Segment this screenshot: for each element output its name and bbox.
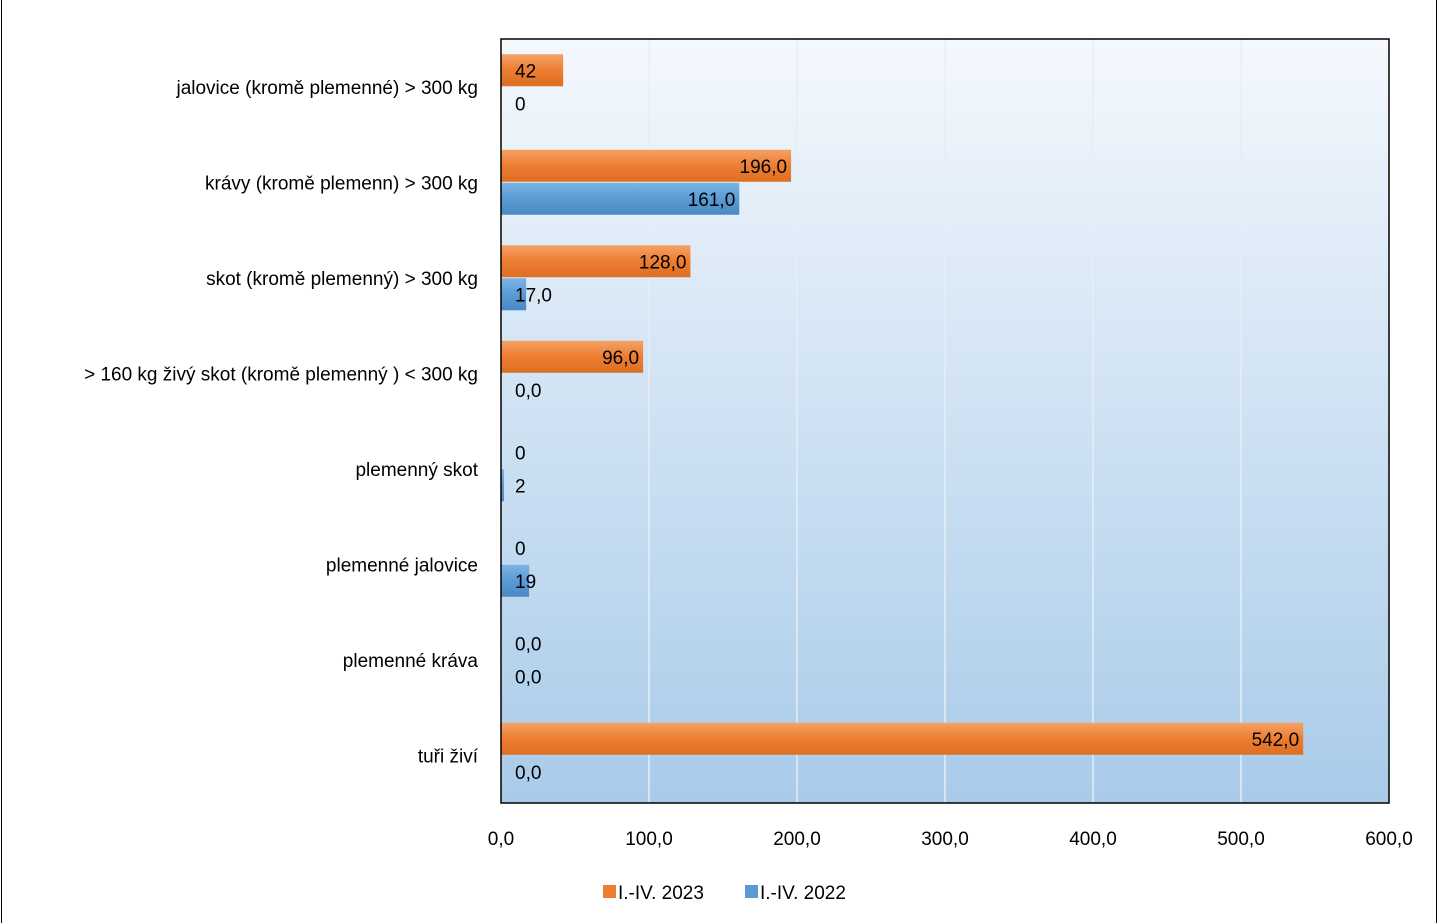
plot-border bbox=[500, 38, 1390, 804]
x-tick-label: 400,0 bbox=[1069, 829, 1117, 850]
data-label: 0 bbox=[515, 94, 526, 115]
data-label: 19 bbox=[515, 572, 536, 593]
category-label: jalovice (kromě plemenné) > 300 kg bbox=[175, 78, 478, 99]
category-labels: jalovice (kromě plemenné) > 300 kg krávy … bbox=[84, 78, 479, 768]
data-label: 196,0 bbox=[740, 157, 788, 178]
legend-label: I.-IV. 2022 bbox=[760, 883, 846, 904]
bar-2023 bbox=[501, 245, 691, 278]
bar-2023 bbox=[501, 149, 792, 182]
data-label: 42 bbox=[515, 61, 536, 82]
x-tick-label: 300,0 bbox=[921, 829, 969, 850]
x-tick-label: 0,0 bbox=[488, 829, 514, 850]
data-label: 0,0 bbox=[515, 381, 541, 402]
data-label: 17,0 bbox=[515, 285, 552, 306]
data-label: 0 bbox=[515, 539, 526, 560]
legend: I.-IV. 2023 I.-IV. 2022 bbox=[603, 883, 846, 904]
data-label: 161,0 bbox=[688, 190, 736, 211]
category-label: plemenné kráva bbox=[343, 651, 479, 672]
category-label: plemenný skot bbox=[355, 460, 478, 481]
legend-swatch bbox=[603, 885, 616, 898]
data-label: 2 bbox=[515, 476, 526, 497]
bar-2022 bbox=[501, 182, 740, 215]
bars bbox=[501, 54, 1304, 755]
data-label: 0 bbox=[515, 443, 526, 464]
x-tick-label: 600,0 bbox=[1365, 829, 1413, 850]
category-label: skot (kromě plemenný) > 300 kg bbox=[206, 269, 478, 290]
bar-2023 bbox=[501, 722, 1304, 755]
bar-2023 bbox=[501, 340, 644, 373]
data-label: 128,0 bbox=[639, 252, 687, 273]
data-label: 542,0 bbox=[1252, 730, 1300, 751]
legend-label: I.-IV. 2023 bbox=[618, 883, 704, 904]
legend-swatch bbox=[745, 885, 758, 898]
data-label: 0,0 bbox=[515, 667, 541, 688]
data-label: 0,0 bbox=[515, 763, 541, 784]
bar-2022 bbox=[501, 564, 530, 597]
category-label: tuři živí bbox=[418, 746, 479, 767]
bar-2023 bbox=[501, 54, 564, 87]
data-label: 0,0 bbox=[515, 634, 541, 655]
x-tick-label: 200,0 bbox=[773, 829, 821, 850]
x-tick-label: 100,0 bbox=[625, 829, 673, 850]
data-label: 96,0 bbox=[602, 348, 639, 369]
bar-2022 bbox=[501, 278, 527, 311]
x-tick-label: 500,0 bbox=[1217, 829, 1265, 850]
category-label: plemenné jalovice bbox=[326, 555, 478, 576]
x-tick-labels: 0,0 100,0 200,0 300,0 400,0 500,0 600,0 bbox=[488, 829, 1413, 850]
bar-2022 bbox=[501, 469, 504, 502]
category-label: krávy (kromě plemenn) > 300 kg bbox=[205, 173, 478, 194]
category-label: > 160 kg živý skot (kromě plemenný ) < 3… bbox=[84, 364, 478, 385]
